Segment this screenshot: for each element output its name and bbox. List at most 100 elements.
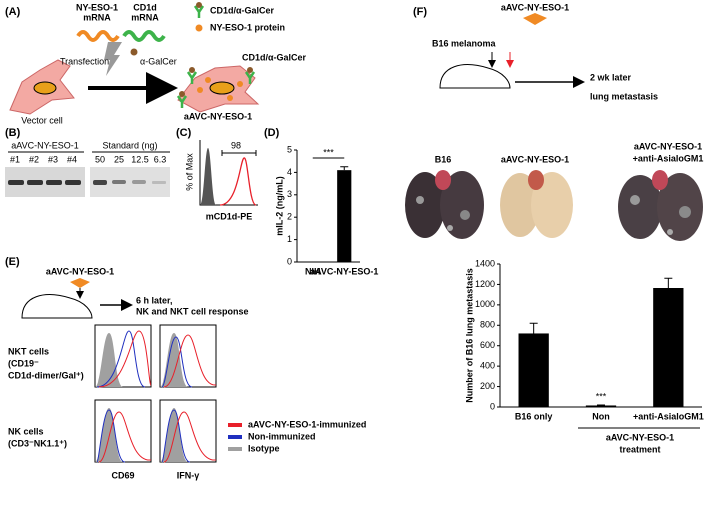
panel-label: (A) xyxy=(5,6,21,18)
image-label: aAVC-NY-ESO-1 xyxy=(634,141,702,151)
cd1d-icon xyxy=(193,5,205,18)
label: CD1d xyxy=(133,2,157,12)
histogram xyxy=(98,330,152,388)
axis-title: Number of B16 lung metastasis xyxy=(464,268,474,403)
axis-title: % of Max xyxy=(184,153,194,191)
gate-label: 98 xyxy=(231,140,241,150)
y-tick-label: 0 xyxy=(287,256,292,266)
x-tick-label: aAVC-NY-ESO-1 xyxy=(310,266,378,276)
panel-label: (B) xyxy=(5,127,21,139)
panel-label: (E) xyxy=(5,256,20,268)
cell-icon xyxy=(70,278,90,288)
nucleus xyxy=(33,81,57,95)
gate xyxy=(221,150,257,156)
galcer-icon xyxy=(196,2,202,8)
legend-label: Non-immunized xyxy=(248,431,316,441)
y-tick-label: 1200 xyxy=(475,279,495,289)
error-bar xyxy=(664,277,673,289)
y-tick-label: 4 xyxy=(287,167,292,177)
significance: *** xyxy=(596,391,607,401)
lung-photo xyxy=(500,170,573,238)
panel-c: (C) % of Max 98 mCD1d-PE xyxy=(176,127,258,221)
lane-label: #4 xyxy=(67,154,77,164)
protein-icon xyxy=(195,24,203,32)
panel-label: (D) xyxy=(264,127,280,139)
x-tick-label: NIH xyxy=(305,266,321,276)
label: aAVC-NY-ESO-1 xyxy=(501,2,569,12)
image-label: +anti-AsialoGM1 xyxy=(633,153,704,163)
legend-swatch xyxy=(228,435,242,439)
electroporation-icon xyxy=(104,42,122,76)
x-tick-label: B16 only xyxy=(515,411,553,421)
nucleus xyxy=(209,81,235,95)
axis-title: mCD1d-PE xyxy=(206,211,253,221)
image-label: aAVC-NY-ESO-1 xyxy=(501,154,569,164)
label: mRNA xyxy=(83,12,111,22)
y-tick-label: 3 xyxy=(287,189,292,199)
histogram xyxy=(95,333,123,387)
y-tick-label: 1 xyxy=(287,234,292,244)
lane-label: #2 xyxy=(29,154,39,164)
label: B16 melanoma xyxy=(432,38,497,48)
mrna-icon xyxy=(122,30,166,42)
group-label: aAVC-NY-ESO-1 xyxy=(606,432,674,442)
legend-label: CD1d/α-GalCer xyxy=(210,5,275,15)
label: aAVC-NY-ESO-1 xyxy=(184,111,252,121)
label: Transfection xyxy=(60,56,109,66)
lane-label: 12.5 xyxy=(131,154,149,164)
y-tick-label: 800 xyxy=(480,320,495,330)
histogram xyxy=(161,336,193,388)
group-label: aAVC-NY-ESO-1 xyxy=(11,140,79,150)
label: NK and NKT cell response xyxy=(136,306,249,316)
histogram xyxy=(200,148,216,205)
legend-swatch xyxy=(228,447,242,451)
y-tick-label: 5 xyxy=(287,144,292,154)
label: 6 h later, xyxy=(136,295,173,305)
error-bar xyxy=(597,404,605,406)
y-tick-label: 0 xyxy=(490,401,495,411)
axis-title: IFN-γ xyxy=(177,470,200,480)
row-label: CD1d-dimer/Gal⁺) xyxy=(8,370,84,380)
row-label: NKT cells xyxy=(8,346,49,356)
y-tick-label: 200 xyxy=(480,381,495,391)
label: lung metastasis xyxy=(590,91,658,101)
x-tick-label: +anti-AsialoGM1 xyxy=(633,411,704,421)
mouse xyxy=(439,64,511,89)
bar xyxy=(518,333,549,407)
histogram xyxy=(219,157,257,206)
error-bar xyxy=(529,322,538,334)
lane-label: #3 xyxy=(48,154,58,164)
mrna-icon xyxy=(76,30,120,42)
lane-label: 6.3 xyxy=(154,154,167,164)
bar xyxy=(585,405,617,407)
label: mRNA xyxy=(131,12,159,22)
y-tick-label: 600 xyxy=(480,340,495,350)
lane-label: 50 xyxy=(95,154,105,164)
histogram xyxy=(160,333,188,387)
group-label: Standard (ng) xyxy=(102,140,157,150)
lung-photo xyxy=(618,170,703,241)
histogram xyxy=(98,411,152,463)
legend-label: NY-ESO-1 protein xyxy=(210,22,285,32)
histogram xyxy=(161,409,191,463)
significance: *** xyxy=(323,147,334,157)
y-tick-label: 1000 xyxy=(475,299,495,309)
row-label: (CD3⁻NK1.1⁺) xyxy=(8,438,67,448)
panel-label: (F) xyxy=(413,6,427,18)
histogram xyxy=(96,330,146,388)
axis-title: mIL-2 (ng/mL) xyxy=(274,176,284,236)
group-label: treatment xyxy=(619,444,660,454)
lane-label: 25 xyxy=(114,154,124,164)
row-label: NK cells xyxy=(8,426,44,436)
bar xyxy=(337,170,352,262)
x-tick-label: Non xyxy=(592,411,610,421)
label: CD1d/α-GalCer xyxy=(242,52,307,62)
cell-icon xyxy=(523,13,547,25)
legend-label: Isotype xyxy=(248,443,280,453)
y-tick-label: 1400 xyxy=(475,258,495,268)
histogram xyxy=(163,334,217,388)
error-bar xyxy=(340,166,349,171)
panel-e: (E) aAVC-NY-ESO-1 6 h later, NK and NKT … xyxy=(5,256,366,480)
